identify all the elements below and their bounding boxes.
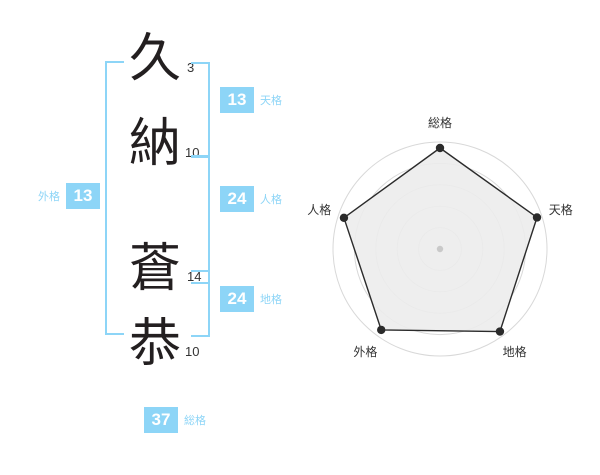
stroke-count-1: 3 — [187, 60, 195, 75]
chikaku-score-row: 24 地格 — [220, 286, 282, 312]
radar-data-point — [435, 143, 445, 153]
soukaku-score-row: 37 総格 — [144, 407, 206, 433]
radar-axis-label-jinkaku: 人格 — [307, 203, 332, 218]
chikaku-score-badge: 24 — [220, 286, 254, 312]
chikaku-score-label: 地格 — [260, 293, 282, 306]
radar-data-point — [532, 213, 542, 222]
gaikaku-score-label: 外格 — [38, 190, 60, 203]
tenkaku-score-badge: 13 — [220, 87, 254, 113]
radar-axis-label-soukaku: 総格 — [428, 115, 453, 130]
kanji-character-2: 納 — [128, 114, 181, 174]
radar-axis-label-tenkaku: 天格 — [548, 203, 573, 218]
gaikaku-bracket — [105, 61, 124, 335]
radar-series-area — [343, 147, 538, 333]
radar-data-point — [377, 325, 386, 335]
gaikaku-score-row: 外格 13 — [38, 183, 100, 209]
soukaku-score-label: 総格 — [184, 414, 206, 427]
radar-axis-label-gaikaku: 外格 — [353, 345, 378, 360]
stroke-count-3: 14 — [187, 269, 202, 284]
radar-center-dot — [436, 245, 444, 253]
gaikaku-score-badge: 13 — [66, 183, 100, 209]
kanji-character-3: 蒼 — [128, 239, 181, 299]
jinkaku-score-label: 人格 — [260, 193, 282, 206]
jinkaku-score-row: 24 人格 — [220, 186, 282, 212]
kanji-character-4: 恭 — [128, 314, 181, 374]
radar-data-points — [339, 143, 542, 336]
chikaku-bracket — [191, 270, 210, 337]
radar-data-point — [495, 327, 505, 336]
tenkaku-score-row: 13 天格 — [220, 87, 282, 113]
kanji-character-1: 久 — [128, 29, 181, 89]
tenkaku-bracket — [191, 62, 210, 158]
radar-chart-svg — [332, 141, 548, 357]
jinkaku-score-badge: 24 — [220, 186, 254, 212]
radar-data-point — [339, 213, 349, 222]
jinkaku-bracket — [191, 155, 210, 284]
name-stroke-diagram: 久 納 蒼 恭 3 10 14 10 13 天格 24 人格 24 地格 外格 … — [0, 0, 300, 470]
soukaku-score-badge: 37 — [144, 407, 178, 433]
stroke-count-4: 10 — [185, 344, 200, 359]
tenkaku-score-label: 天格 — [260, 94, 282, 107]
radar-chart: 総格 天格 地格 外格 人格 — [300, 0, 600, 470]
radar-axis-label-chikaku: 地格 — [502, 345, 527, 360]
